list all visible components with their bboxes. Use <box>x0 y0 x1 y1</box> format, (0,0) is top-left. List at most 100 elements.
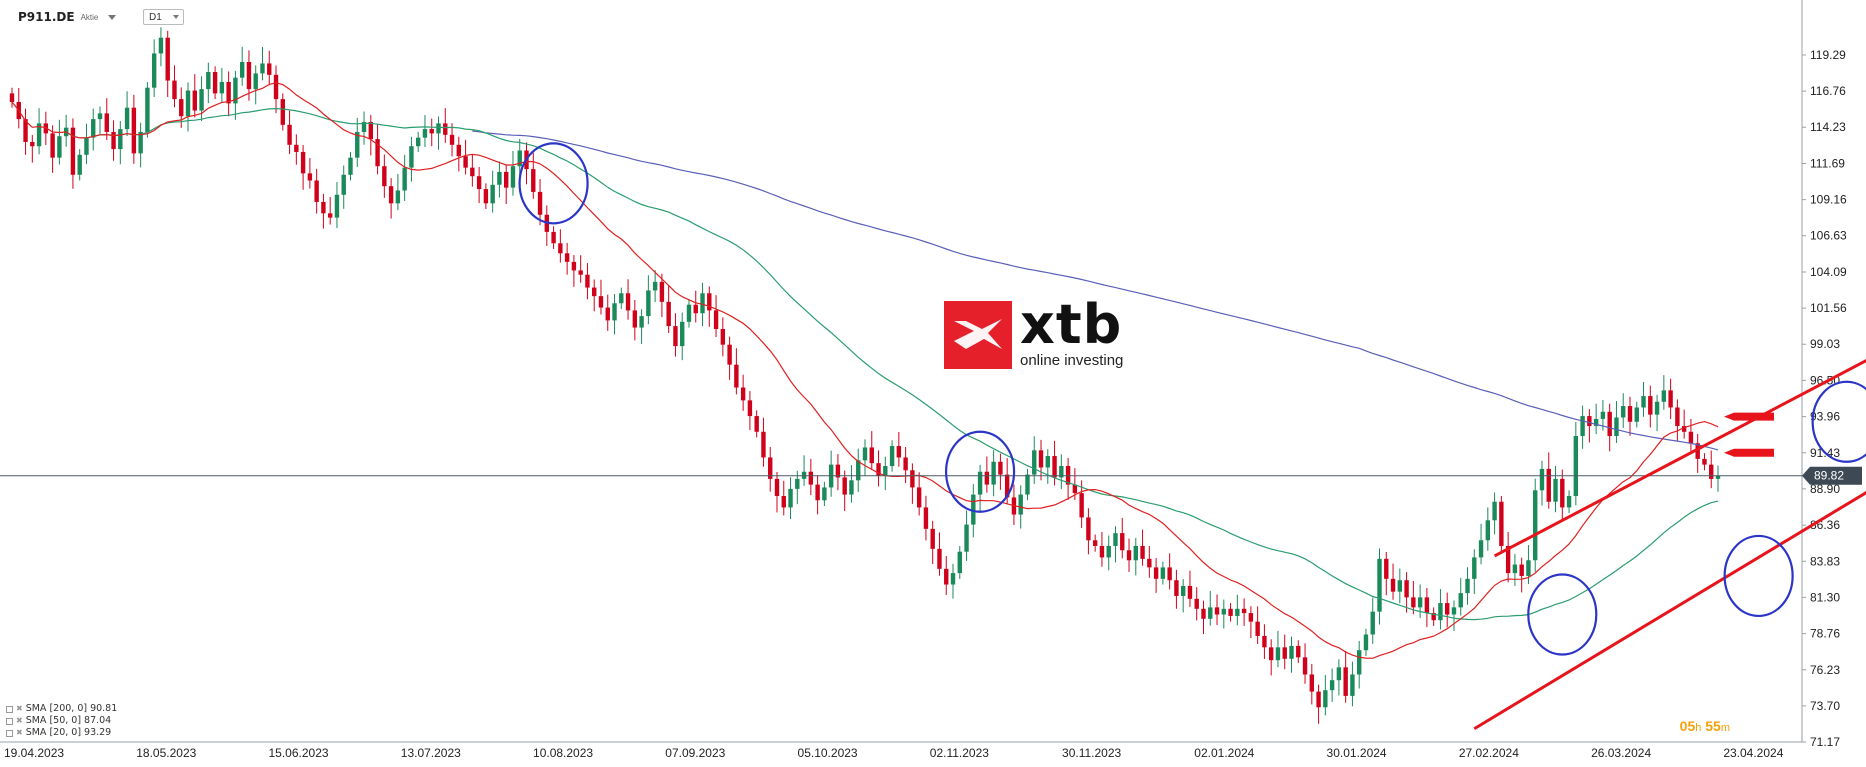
candle[interactable] <box>930 520 935 565</box>
candle[interactable] <box>1289 636 1294 673</box>
candle[interactable] <box>1566 490 1572 514</box>
candle[interactable] <box>327 196 333 225</box>
candle[interactable] <box>1641 382 1646 417</box>
candle[interactable] <box>206 62 211 104</box>
candle[interactable] <box>1445 592 1450 628</box>
candle[interactable] <box>964 510 969 561</box>
candle[interactable] <box>693 290 698 323</box>
candle[interactable] <box>1519 557 1524 593</box>
candle[interactable] <box>808 458 814 496</box>
candle[interactable] <box>1370 597 1375 644</box>
candle[interactable] <box>950 563 956 599</box>
candle[interactable] <box>1485 507 1491 551</box>
candle[interactable] <box>1133 537 1138 576</box>
candle[interactable] <box>788 477 793 520</box>
candle[interactable] <box>531 152 536 199</box>
candle[interactable] <box>612 293 617 335</box>
candle[interactable] <box>517 138 522 178</box>
candle[interactable] <box>1160 561 1166 585</box>
settings-icon[interactable] <box>6 729 13 737</box>
candle[interactable] <box>280 93 285 131</box>
candle[interactable] <box>991 450 996 497</box>
timeframe-select[interactable]: D1 <box>143 9 184 25</box>
trend-channel-line[interactable] <box>1493 303 1866 558</box>
candle[interactable] <box>1323 674 1328 716</box>
candle[interactable] <box>673 313 678 357</box>
candle[interactable] <box>422 115 428 147</box>
candle[interactable] <box>1201 600 1206 635</box>
candle[interactable] <box>686 298 692 328</box>
candle[interactable] <box>1221 599 1227 629</box>
candle[interactable] <box>1499 496 1504 552</box>
remove-icon[interactable]: ✖ <box>16 728 23 737</box>
candle[interactable] <box>1648 385 1653 428</box>
candle[interactable] <box>1533 478 1538 572</box>
candle[interactable] <box>1627 396 1633 436</box>
candle[interactable] <box>131 94 137 164</box>
candle[interactable] <box>842 470 847 512</box>
candle[interactable] <box>849 465 854 503</box>
candle[interactable] <box>1539 460 1545 506</box>
candle[interactable] <box>1560 469 1565 522</box>
candle[interactable] <box>1411 580 1416 615</box>
candle[interactable] <box>1214 594 1220 625</box>
candle[interactable] <box>1025 468 1030 501</box>
candle[interactable] <box>1092 534 1098 552</box>
candle[interactable] <box>1268 639 1274 676</box>
candle[interactable] <box>415 131 421 152</box>
candle[interactable] <box>1309 664 1315 705</box>
candle[interactable] <box>1681 409 1687 439</box>
candle[interactable] <box>1702 453 1707 471</box>
candle[interactable] <box>585 263 590 300</box>
candle[interactable] <box>896 432 902 467</box>
instrument-dropdown-icon[interactable] <box>108 14 117 20</box>
candle[interactable] <box>734 348 739 395</box>
candle[interactable] <box>436 116 441 150</box>
candle[interactable] <box>30 135 35 163</box>
candle[interactable] <box>84 123 89 165</box>
candle[interactable] <box>226 71 231 117</box>
highlight-circle[interactable] <box>1723 534 1794 618</box>
candle[interactable] <box>355 117 360 167</box>
candle[interactable] <box>781 480 786 516</box>
candle[interactable] <box>984 456 990 493</box>
highlight-circle[interactable] <box>518 142 589 225</box>
candle[interactable] <box>1621 393 1626 428</box>
candle[interactable] <box>1668 378 1673 420</box>
candle[interactable] <box>625 279 631 320</box>
candle[interactable] <box>1451 600 1457 631</box>
candle[interactable] <box>1316 684 1321 724</box>
candle[interactable] <box>666 285 671 334</box>
candle[interactable] <box>341 165 346 209</box>
candle[interactable] <box>1336 659 1342 696</box>
candle[interactable] <box>239 46 245 86</box>
candle[interactable] <box>740 374 746 411</box>
candle[interactable] <box>659 273 665 318</box>
candle[interactable] <box>1255 606 1260 645</box>
candle[interactable] <box>815 475 820 515</box>
candle[interactable] <box>138 122 143 168</box>
candle[interactable] <box>124 91 130 136</box>
candle[interactable] <box>77 149 82 181</box>
candle[interactable] <box>1397 568 1403 604</box>
candle[interactable] <box>1404 572 1409 613</box>
candle[interactable] <box>443 108 448 143</box>
candle[interactable] <box>869 431 874 471</box>
candle[interactable] <box>923 495 929 541</box>
candle[interactable] <box>1390 563 1396 600</box>
candle[interactable] <box>388 178 394 219</box>
candle[interactable] <box>652 270 658 303</box>
candle[interactable] <box>998 453 1003 490</box>
candle[interactable] <box>267 50 272 86</box>
candle[interactable] <box>1350 661 1355 707</box>
candle[interactable] <box>185 82 191 132</box>
settings-icon[interactable] <box>6 717 13 725</box>
candle[interactable] <box>1614 401 1619 443</box>
settings-icon[interactable] <box>6 705 13 713</box>
candle[interactable] <box>212 66 218 100</box>
candle[interactable] <box>916 472 922 516</box>
candle[interactable] <box>1417 584 1423 618</box>
candle[interactable] <box>192 74 197 118</box>
candle[interactable] <box>1113 526 1118 563</box>
